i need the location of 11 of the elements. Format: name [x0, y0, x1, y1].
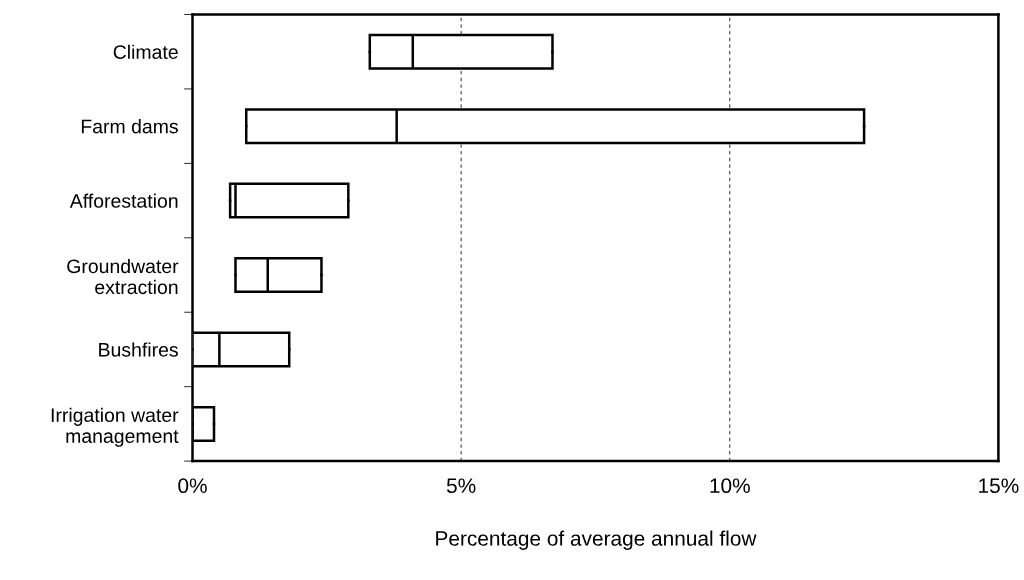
x-tick-label: 0%	[178, 478, 207, 494]
x-axis-title: Percentage of average annual flow	[436, 530, 757, 550]
y-tick-label: Groundwater extraction	[67, 258, 179, 295]
y-tick-label: Irrigation water management	[51, 407, 179, 447]
x-tick-label: 5%	[446, 478, 476, 494]
x-tick-label: 10%	[710, 478, 750, 494]
y-tick-label: Bushfires	[99, 342, 178, 357]
y-tick-label: Climate	[113, 44, 178, 59]
y-tick-label: Afforestation	[69, 193, 178, 208]
x-tick-label: 15%	[979, 478, 1019, 494]
y-tick-label: Farm dams	[81, 119, 178, 134]
